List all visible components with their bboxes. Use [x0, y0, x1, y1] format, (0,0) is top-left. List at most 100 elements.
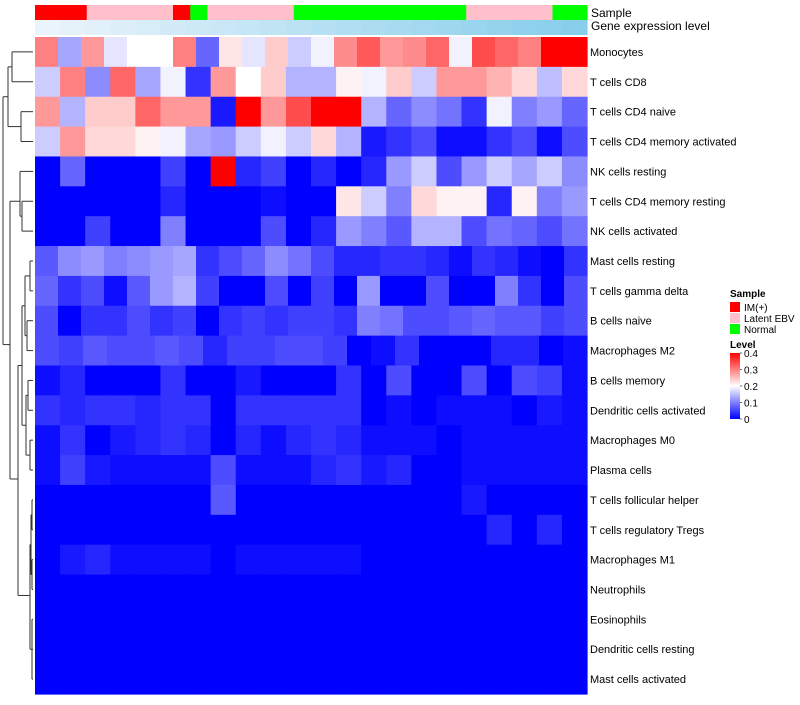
heatmap-cell [150, 275, 174, 307]
heatmap-cell [361, 604, 387, 635]
heatmap-cell [265, 275, 289, 307]
heatmap-cell [472, 37, 496, 68]
row-label: B cells memory [590, 375, 666, 387]
sample-annotation-cell [276, 5, 295, 20]
heatmap-cell [561, 365, 588, 396]
heatmap-cell [436, 156, 463, 187]
heatmap-cell [127, 275, 151, 307]
heatmap-cell [235, 365, 262, 396]
heatmap-cell [461, 514, 488, 546]
heatmap-cell [35, 305, 59, 337]
heatmap-cell [334, 305, 358, 337]
heatmap-cell [386, 96, 412, 128]
heatmap-cell [386, 66, 412, 98]
heatmap-cell [210, 544, 237, 576]
level-tick-label: 0.2 [744, 382, 758, 393]
heatmap-cell [380, 37, 404, 68]
heatmap-cell [403, 305, 427, 337]
heatmap-cell [449, 246, 473, 277]
heatmap-cell [160, 544, 187, 576]
heatmap-cell [260, 604, 287, 635]
heatmap-cell [210, 604, 237, 635]
heatmap-cell [386, 126, 412, 158]
heatmap-cell [285, 66, 312, 98]
heatmap-cell [185, 455, 212, 486]
heatmap-cell [210, 664, 237, 695]
heatmap-cell [461, 156, 488, 187]
heatmap-cell [210, 216, 237, 247]
heatmap-cell [85, 126, 111, 158]
heatmap-cell [403, 275, 427, 307]
heatmap-cell [541, 275, 565, 307]
sample-annotation-cell [207, 5, 226, 20]
heatmap-cell [461, 544, 488, 576]
heatmap-cell [561, 514, 588, 546]
heatmap-cell [260, 544, 287, 576]
heatmap-cell [285, 186, 312, 217]
heatmap-cell [173, 275, 197, 307]
heatmap-cell [536, 634, 563, 665]
heatmap-cell [85, 425, 111, 456]
heatmap-cell [411, 484, 438, 516]
heatmap-cell [561, 664, 588, 695]
heatmap-cell [35, 216, 61, 247]
sample-annotation-cell [500, 5, 519, 20]
heatmap-cell [110, 96, 136, 128]
heatmap-cell [361, 395, 387, 426]
row-label: Neutrophils [590, 584, 646, 596]
heatmap-cell [461, 664, 488, 695]
sample-annotation-cell [414, 5, 433, 20]
sample-legend-label: IM(+) [744, 303, 768, 314]
heatmap-cell [285, 156, 312, 187]
heatmap-cell [35, 484, 61, 516]
heatmap-cell [196, 305, 220, 337]
row-label: Eosinophils [590, 614, 647, 626]
heatmap-cell [536, 455, 563, 486]
heatmap-cell [403, 37, 427, 68]
heatmap-cell [110, 126, 136, 158]
level-tick-label: 0.4 [744, 349, 758, 360]
heatmap-cell [160, 574, 187, 606]
heatmap-cell [135, 395, 162, 426]
heatmap-cell [235, 216, 262, 247]
heatmap-cell [83, 335, 108, 367]
heatmap-cell [536, 96, 563, 128]
heatmap-cell [536, 604, 563, 635]
heatmap-cell [110, 425, 136, 456]
sample-annotation-cell [552, 5, 571, 20]
heatmap-cell [135, 634, 162, 665]
heatmap-cell [536, 484, 563, 516]
sample-legend-swatch [730, 313, 740, 323]
heatmap-cell [486, 604, 513, 635]
heatmap-cell [336, 664, 362, 695]
heatmap-cell [135, 544, 162, 576]
expression-annotation-cell [85, 20, 111, 35]
heatmap-cell [436, 96, 463, 128]
heatmap-cell [380, 246, 404, 277]
heatmap-cell [260, 96, 287, 128]
heatmap-cell [235, 574, 262, 606]
heatmap-cell [60, 484, 86, 516]
heatmap-cell [518, 275, 542, 307]
heatmap-cell [60, 425, 86, 456]
heatmap-cell [35, 186, 61, 217]
heatmap-cell [135, 186, 162, 217]
heatmap-cell [486, 395, 513, 426]
heatmap-cell [336, 544, 362, 576]
heatmap-cell [210, 96, 237, 128]
heatmap-cell [288, 305, 312, 337]
heatmap-cell [564, 275, 588, 307]
heatmap-cell [35, 514, 61, 546]
heatmap-cell [311, 425, 337, 456]
heatmap-cell [561, 216, 588, 247]
heatmap-cell [260, 156, 287, 187]
heatmap-cell [260, 395, 287, 426]
heatmap-cell [85, 216, 111, 247]
heatmap-cell [285, 96, 312, 128]
heatmap-cell [436, 544, 463, 576]
heatmap-cell [436, 365, 463, 396]
heatmap-cell [185, 365, 212, 396]
heatmap-cell [511, 514, 538, 546]
